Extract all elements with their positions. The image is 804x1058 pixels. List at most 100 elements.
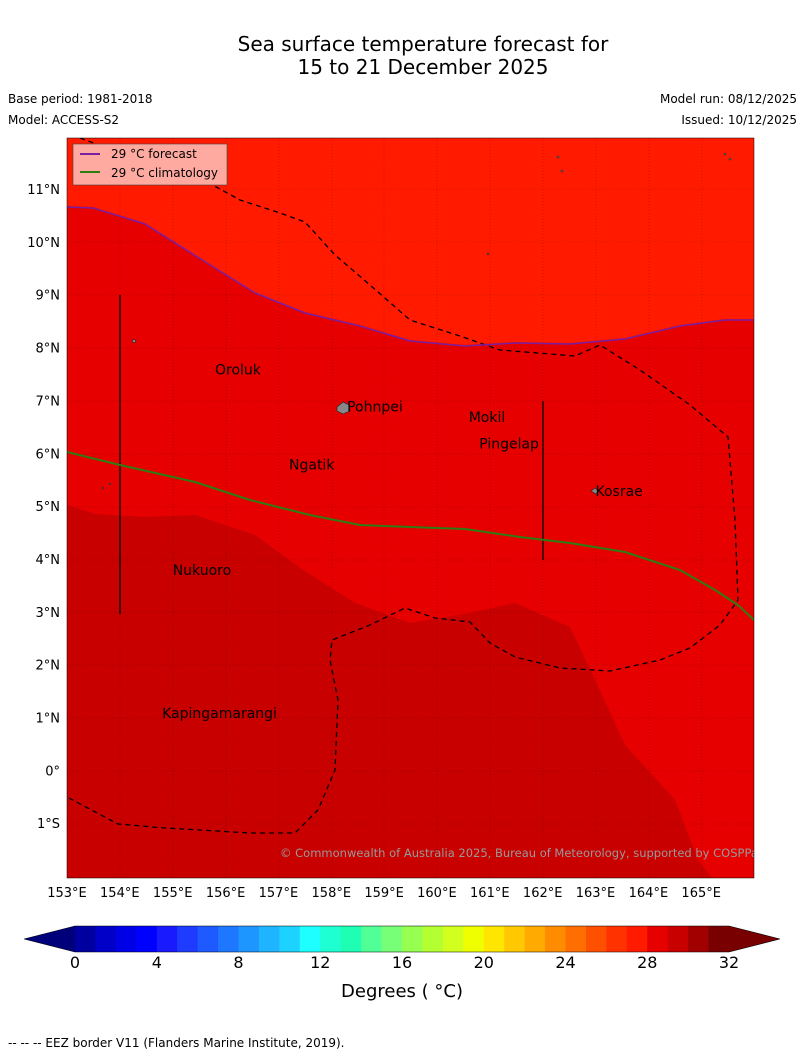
colorbar-tick-label: 4	[152, 953, 162, 972]
colorbar-cell	[585, 926, 607, 952]
colorbar-cell	[626, 926, 648, 952]
colorbar-cell	[320, 926, 342, 952]
place-label-oroluk: Oroluk	[215, 362, 262, 378]
eez-border	[67, 138, 739, 834]
latitude-tick-label: 3°N	[36, 606, 61, 621]
colorbar: 0 4 8 12 16 20 24 28 32 Degrees ( °C)	[23, 925, 781, 1002]
colorbar-cell	[381, 926, 403, 952]
latitude-tick-label: 10°N	[27, 236, 60, 251]
longitude-tick-label: 161°E	[470, 886, 510, 901]
colorbar-cell	[156, 926, 178, 952]
colorbar-cell	[504, 926, 526, 952]
colorbar-cell	[565, 926, 587, 952]
colorbar-cell	[238, 926, 260, 952]
longitude-tick-label: 157°E	[259, 886, 299, 901]
sst-region-cool	[67, 505, 712, 878]
colorbar-cell	[361, 926, 382, 952]
colorbar-cell	[545, 926, 566, 952]
colorbar-cell	[422, 926, 444, 952]
colorbar-cell	[197, 926, 219, 952]
colorbar-cell	[95, 926, 117, 952]
colorbar-cell	[483, 926, 505, 952]
colorbar-cell	[688, 926, 709, 952]
title-line-1: Sea surface temperature forecast for	[237, 32, 609, 56]
place-label-pohnpei: Pohnpei	[347, 399, 403, 415]
colorbar-cell	[647, 926, 669, 952]
colorbar-cell	[463, 926, 485, 952]
colorbar-low-extension	[24, 926, 75, 952]
colorbar-cell	[258, 926, 280, 952]
small-islet-icon	[723, 152, 727, 156]
colorbar-cell	[75, 926, 96, 952]
colorbar-cell	[402, 926, 423, 952]
place-label-ngatik: Ngatik	[289, 458, 335, 474]
copyright-notice: © Commonwealth of Australia 2025, Bureau…	[280, 846, 764, 860]
colorbar-cell	[708, 926, 730, 952]
longitude-labels: 153°E 154°E 155°E 156°E 157°E 158°E 159°E 160°E…	[47, 886, 721, 901]
small-islet-icon	[108, 482, 112, 486]
colorbar-cell	[606, 926, 628, 952]
place-label-pingelap: Pingelap	[479, 436, 539, 452]
longitude-tick-label: 158°E	[312, 886, 352, 901]
colorbar-cell	[279, 926, 301, 952]
colorbar-tick-label: 24	[555, 953, 575, 972]
model-run: Model run: 08/12/2025	[659, 92, 797, 106]
map-legend: 29 °C forecast 29 °C climatology	[72, 143, 228, 186]
forecast-29c-contour	[67, 206, 754, 347]
longitude-tick-label: 155°E	[153, 886, 193, 901]
colorbar-tick-label: 28	[637, 953, 657, 972]
latitude-tick-label: 7°N	[36, 394, 61, 409]
longitude-tick-label: 163°E	[576, 886, 616, 901]
latitude-tick-label: 0°	[45, 764, 60, 779]
kosrae-island-icon	[590, 487, 599, 495]
colorbar-cell	[115, 926, 137, 952]
colorbar-cell	[524, 926, 546, 952]
longitude-tick-label: 154°E	[100, 886, 140, 901]
latitude-tick-label: 5°N	[36, 500, 61, 515]
colorbar-tick-label: 32	[719, 953, 739, 972]
legend-forecast-label: 29 °C forecast	[111, 147, 197, 161]
place-label-mokil: Mokil	[469, 410, 506, 426]
place-label-kosrae: Kosrae	[596, 484, 643, 500]
colorbar-label: Degrees ( °C)	[341, 981, 463, 1002]
latitude-tick-label: 4°N	[36, 553, 61, 568]
latitude-tick-label: 8°N	[36, 342, 61, 357]
colorbar-cell	[667, 926, 689, 952]
longitude-tick-label: 162°E	[523, 886, 563, 901]
latitude-tick-label: 1°N	[36, 712, 61, 727]
colorbar-tick-label: 8	[233, 953, 243, 972]
small-islet-icon	[486, 252, 490, 256]
colorbar-tick-label: 16	[392, 953, 412, 972]
latitude-tick-label: 1°S	[37, 817, 60, 832]
colorbar-cell	[177, 926, 199, 952]
colorbar-cell	[218, 926, 239, 952]
issued-date: Issued: 10/12/2025	[681, 113, 797, 127]
place-label-kapingamarangi: Kapingamarangi	[162, 706, 277, 722]
place-labels: Oroluk Pohnpei Mokil Pingelap Ngatik Kosrae Nu…	[162, 362, 643, 722]
latitude-tick-label: 6°N	[36, 447, 61, 462]
small-islet-icon	[556, 155, 560, 159]
colorbar-cell	[299, 926, 321, 952]
legend-climatology-label: 29 °C climatology	[111, 166, 218, 180]
oroluk-atoll-icon	[132, 339, 136, 343]
longitude-tick-label: 156°E	[206, 886, 246, 901]
colorbar-cell	[442, 926, 464, 952]
colorbar-tick-label: 0	[70, 953, 80, 972]
latitude-labels: 11°N 10°N 9°N 8°N 7°N 6°N 5°N 4°N 3°N 2°N 1°N 0° 1°S	[27, 183, 60, 832]
title-line-2: 15 to 21 December 2025	[297, 55, 549, 79]
latitude-tick-label: 11°N	[27, 183, 60, 198]
colorbar-high-extension	[729, 926, 780, 952]
climatology-29c-contour	[67, 451, 754, 621]
longitude-tick-label: 165°E	[681, 886, 721, 901]
place-label-nukuoro: Nukuoro	[173, 563, 231, 579]
model-name: Model: ACCESS-S2	[8, 113, 120, 127]
longitude-tick-label: 153°E	[47, 886, 87, 901]
map-frame	[66, 137, 755, 879]
latitude-tick-label: 2°N	[36, 659, 61, 674]
small-islet-icon	[728, 157, 732, 161]
colorbar-tick-label: 20	[474, 953, 494, 972]
colorbar-cell	[136, 926, 158, 952]
longitude-tick-label: 159°E	[364, 886, 404, 901]
pohnpei-island-icon	[336, 401, 351, 415]
